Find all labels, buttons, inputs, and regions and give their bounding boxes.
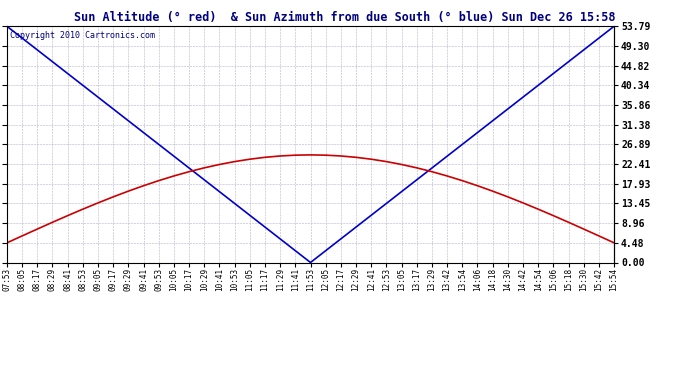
Text: Copyright 2010 Cartronics.com: Copyright 2010 Cartronics.com [10,31,155,40]
Text: Sun Altitude (° red)  & Sun Azimuth from due South (° blue) Sun Dec 26 15:58: Sun Altitude (° red) & Sun Azimuth from … [75,11,615,24]
